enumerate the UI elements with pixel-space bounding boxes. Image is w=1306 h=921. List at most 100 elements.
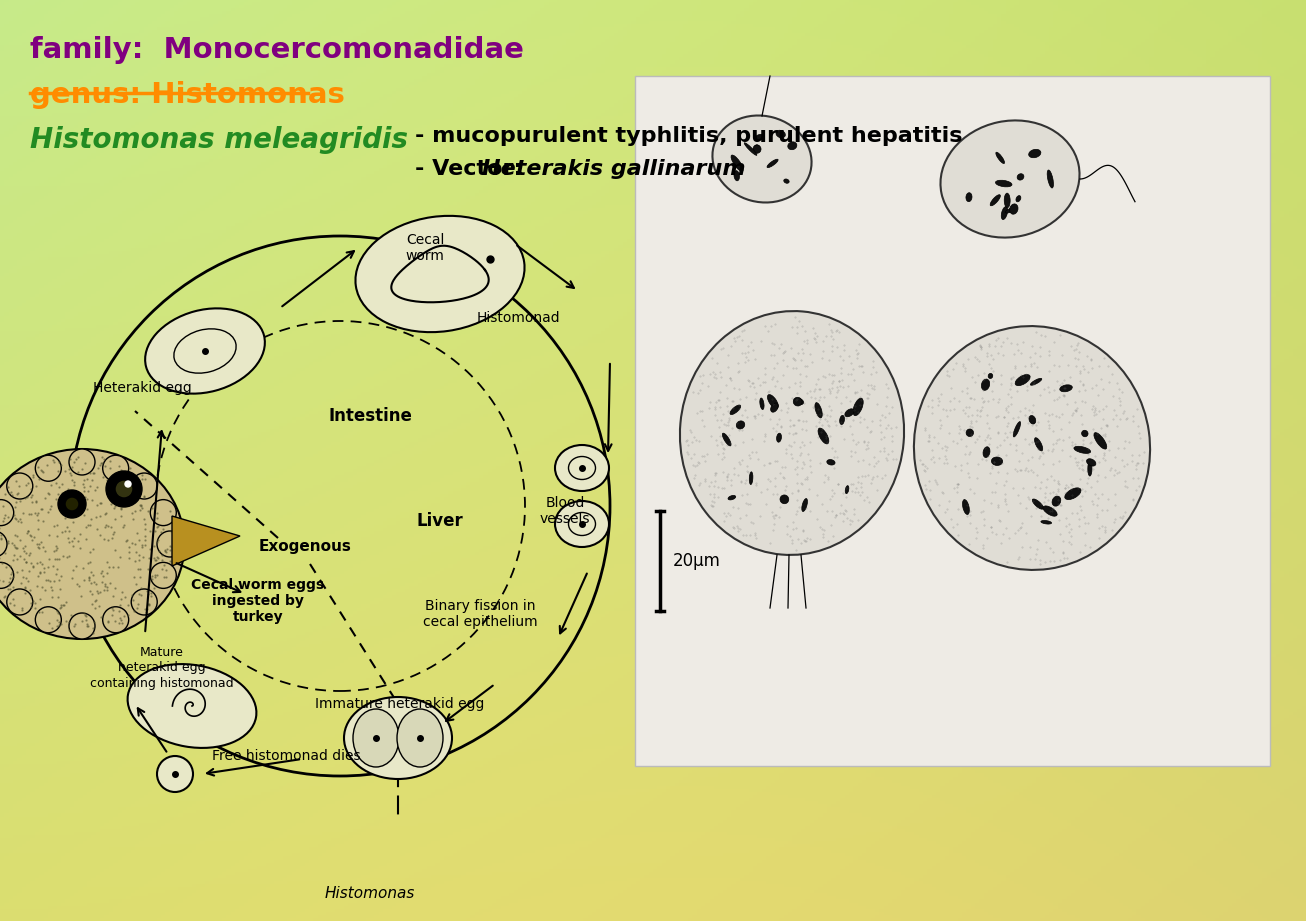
Ellipse shape [780, 495, 789, 504]
Ellipse shape [1081, 430, 1088, 437]
Circle shape [57, 490, 86, 518]
Ellipse shape [555, 445, 609, 491]
Text: Exogenous: Exogenous [259, 539, 351, 554]
Circle shape [131, 589, 157, 615]
Circle shape [131, 473, 157, 499]
Circle shape [69, 613, 95, 639]
Ellipse shape [145, 309, 265, 393]
Ellipse shape [995, 181, 1012, 187]
Ellipse shape [767, 159, 778, 168]
Ellipse shape [1034, 437, 1042, 451]
Text: 20μm: 20μm [673, 552, 721, 570]
Ellipse shape [1047, 170, 1054, 188]
Ellipse shape [1017, 174, 1024, 181]
Text: - mucopurulent typhlitis, purulent hepatitis: - mucopurulent typhlitis, purulent hepat… [415, 126, 963, 146]
Ellipse shape [991, 457, 1003, 465]
Ellipse shape [744, 143, 757, 156]
Text: Blood
vessels: Blood vessels [539, 495, 590, 526]
Circle shape [157, 756, 193, 792]
Circle shape [0, 499, 13, 526]
Ellipse shape [343, 697, 452, 779]
Ellipse shape [966, 429, 973, 437]
Ellipse shape [397, 709, 443, 767]
Ellipse shape [771, 403, 778, 413]
Ellipse shape [734, 170, 739, 181]
Ellipse shape [815, 402, 823, 418]
Circle shape [0, 563, 13, 589]
Ellipse shape [555, 501, 609, 547]
Ellipse shape [760, 398, 764, 410]
Circle shape [150, 499, 176, 526]
Ellipse shape [1088, 461, 1092, 476]
Ellipse shape [1006, 207, 1016, 213]
Ellipse shape [1064, 488, 1081, 499]
Text: Heterakid egg: Heterakid egg [93, 381, 192, 395]
Circle shape [115, 480, 133, 498]
Ellipse shape [1030, 379, 1042, 385]
Ellipse shape [1015, 375, 1030, 386]
Ellipse shape [990, 194, 1000, 205]
Ellipse shape [768, 394, 778, 409]
Ellipse shape [983, 447, 990, 458]
Ellipse shape [840, 415, 845, 425]
Ellipse shape [788, 142, 797, 150]
Ellipse shape [713, 115, 811, 203]
Ellipse shape [777, 433, 781, 442]
Ellipse shape [845, 409, 854, 417]
Ellipse shape [355, 216, 525, 332]
Ellipse shape [1074, 447, 1091, 453]
Circle shape [157, 531, 183, 557]
Ellipse shape [818, 428, 829, 444]
Ellipse shape [1059, 385, 1072, 391]
Ellipse shape [0, 449, 184, 639]
Ellipse shape [1094, 433, 1106, 449]
Ellipse shape [940, 121, 1080, 238]
Text: Immature heterakid egg: Immature heterakid egg [315, 697, 485, 711]
Circle shape [125, 481, 131, 487]
Ellipse shape [1010, 204, 1017, 215]
Ellipse shape [754, 145, 761, 153]
Ellipse shape [802, 498, 807, 511]
Ellipse shape [1002, 206, 1008, 219]
Ellipse shape [755, 134, 763, 140]
Polygon shape [172, 516, 240, 566]
Ellipse shape [727, 495, 735, 500]
Ellipse shape [722, 433, 731, 446]
Ellipse shape [784, 179, 789, 183]
Text: Heterakis gallinarum: Heterakis gallinarum [482, 159, 746, 179]
Ellipse shape [1029, 415, 1036, 424]
Circle shape [103, 607, 129, 633]
Ellipse shape [1043, 506, 1057, 516]
Text: Histomonas meleagridis: Histomonas meleagridis [30, 126, 407, 154]
Ellipse shape [353, 709, 400, 767]
Text: Histomonas: Histomonas [325, 886, 415, 901]
Text: Cecal worm eggs
ingested by
turkey: Cecal worm eggs ingested by turkey [192, 577, 325, 624]
Text: Histomonad: Histomonad [477, 311, 560, 325]
Ellipse shape [794, 398, 803, 404]
Ellipse shape [1029, 149, 1041, 157]
Text: Binary fission in
cecal epithelium: Binary fission in cecal epithelium [423, 599, 537, 629]
Ellipse shape [1087, 459, 1096, 466]
Ellipse shape [680, 311, 904, 555]
Circle shape [0, 531, 7, 557]
Ellipse shape [989, 373, 993, 379]
Circle shape [35, 607, 61, 633]
Text: Mature
heterakid egg
containing histomonad: Mature heterakid egg containing histomon… [90, 647, 234, 690]
Ellipse shape [981, 379, 990, 391]
Circle shape [7, 589, 33, 615]
Text: Liver: Liver [417, 512, 464, 530]
Ellipse shape [853, 398, 863, 415]
Circle shape [150, 563, 176, 589]
Ellipse shape [845, 485, 849, 494]
Circle shape [69, 449, 95, 475]
Ellipse shape [914, 326, 1151, 570]
Ellipse shape [1032, 499, 1043, 509]
Text: Cecal
worm: Cecal worm [406, 233, 444, 263]
Ellipse shape [750, 472, 752, 484]
Ellipse shape [128, 664, 256, 748]
Ellipse shape [963, 499, 969, 515]
Ellipse shape [793, 397, 802, 406]
Ellipse shape [1053, 496, 1060, 507]
Ellipse shape [1004, 193, 1010, 208]
Ellipse shape [996, 152, 1004, 164]
